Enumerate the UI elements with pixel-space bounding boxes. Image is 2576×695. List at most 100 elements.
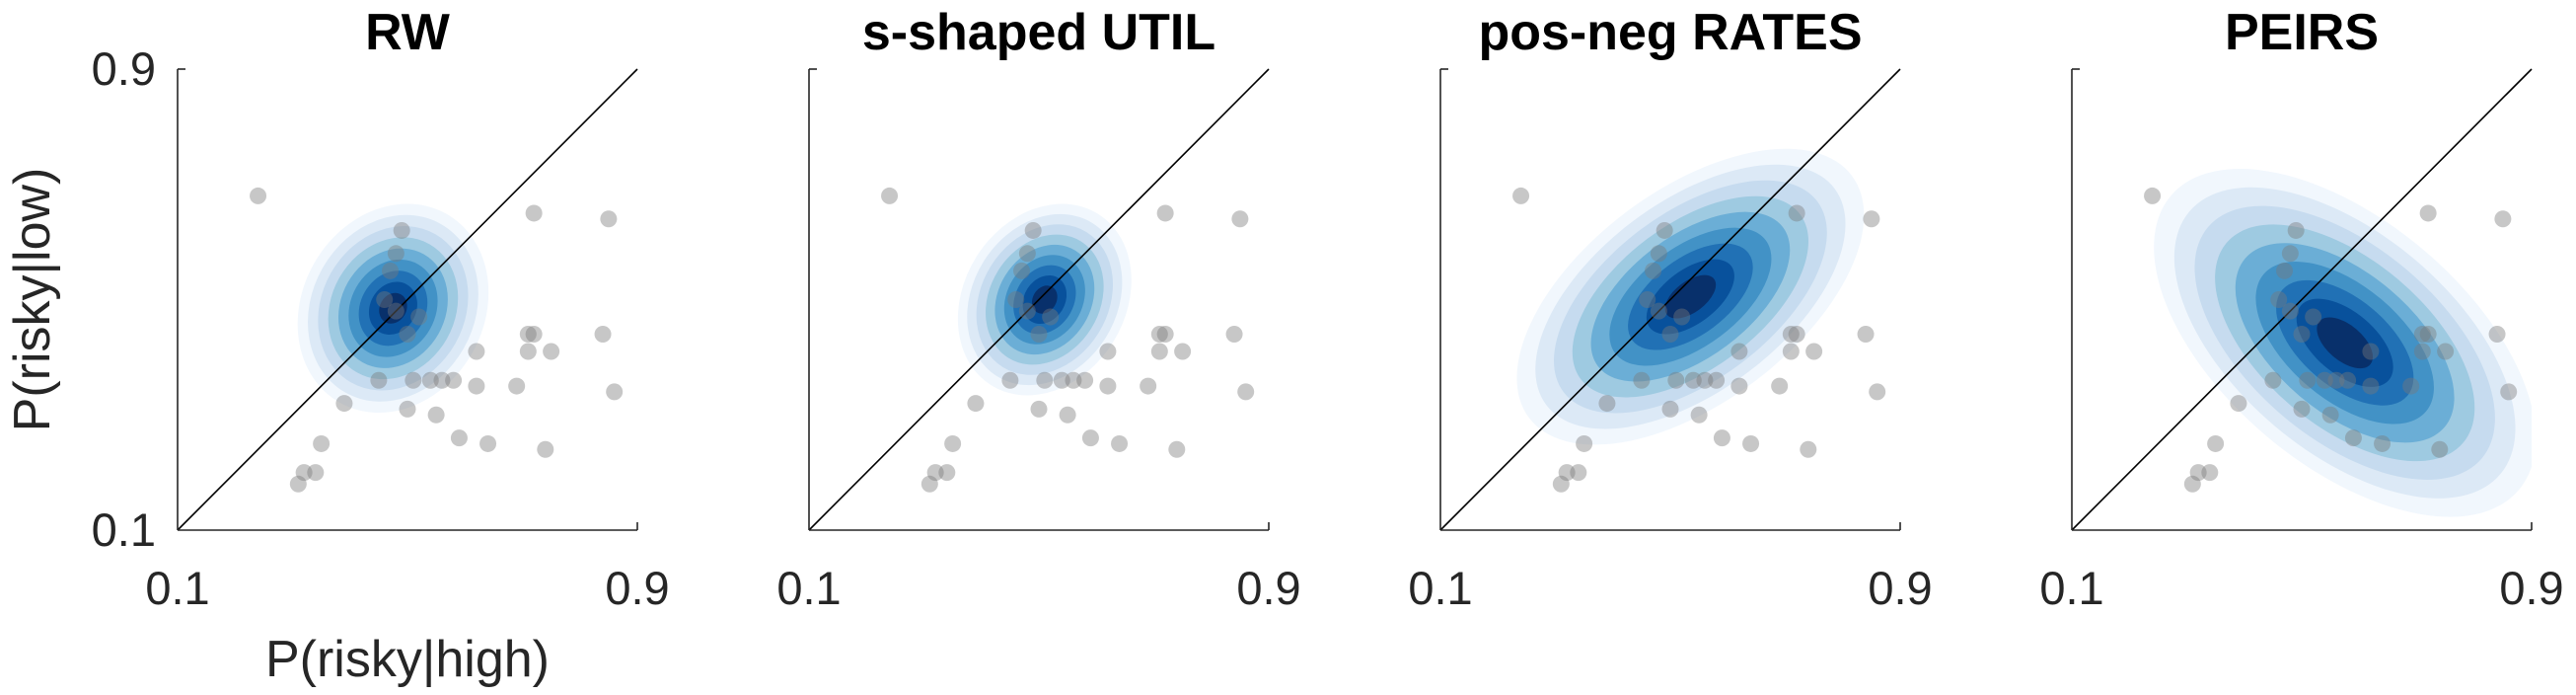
scatter-point <box>1645 262 1662 279</box>
scatter-point <box>2413 326 2431 344</box>
scatter-point <box>881 187 899 204</box>
x-tick-label: 0.1 <box>2039 562 2103 614</box>
x-axis-label: P(risky|high) <box>265 631 550 688</box>
scatter-point <box>2437 343 2455 360</box>
scatter-point <box>387 245 405 263</box>
scatter-point <box>313 434 331 452</box>
scatter-point <box>2419 326 2437 344</box>
scatter-point <box>1174 343 1192 360</box>
scatter-point <box>1013 262 1031 279</box>
scatter-point <box>376 291 394 308</box>
scatter-point <box>967 395 985 413</box>
panel-3: 0.1 0.9 pos-neg RATES <box>1408 4 1932 614</box>
scatter-point <box>1639 291 1656 308</box>
scatter-point <box>1237 383 1255 401</box>
scatter-point <box>1156 204 1174 222</box>
scatter-point <box>1730 377 1748 395</box>
scatter-point <box>2281 245 2299 263</box>
scatter-point <box>1742 434 1760 452</box>
scatter-point <box>250 187 267 204</box>
scatter-point <box>2264 371 2282 389</box>
scatter-point <box>1788 326 1805 344</box>
scatter-point <box>2281 302 2299 320</box>
scatter-point <box>410 308 428 326</box>
x-tick-label: 0.9 <box>1868 562 1932 614</box>
panel-1: 0.1 0.9 0.9 0.1 RW P(risky|high) P(risky|low) <box>4 4 670 688</box>
panel-title: pos-neg RATES <box>1478 4 1862 61</box>
scatter-point <box>1036 371 1054 389</box>
scatter-point <box>399 326 416 344</box>
scatter-point <box>2362 343 2380 360</box>
density-contours <box>957 203 1132 396</box>
scatter-point <box>1667 371 1685 389</box>
scatter-point <box>1805 343 1823 360</box>
scatter-point <box>1656 221 1673 239</box>
scatter-point <box>2201 464 2219 482</box>
scatter-point <box>1168 440 1186 458</box>
scatter-point <box>1512 187 1530 204</box>
density-level-9 <box>2317 317 2374 369</box>
scatter-point <box>1081 429 1099 447</box>
scatter-point <box>1800 440 1817 458</box>
scatter-point <box>2293 400 2311 418</box>
density-level-9 <box>1031 285 1058 314</box>
x-tick-label: 0.1 <box>776 562 841 614</box>
scatter-point <box>1053 371 1070 389</box>
scatter-point <box>594 326 612 344</box>
scatter-point <box>926 464 944 482</box>
x-tick-label: 0.9 <box>2499 562 2563 614</box>
scatter-point <box>421 371 439 389</box>
scatter-point <box>1661 326 1679 344</box>
identity-line <box>2071 68 2533 531</box>
scatter-point <box>1650 245 1667 263</box>
panel-title: RW <box>365 4 451 61</box>
scatter-point <box>1001 371 1019 389</box>
scatter-point <box>525 326 543 344</box>
scatter-point <box>2402 377 2420 395</box>
identity-line <box>1439 68 1901 531</box>
scatter-point <box>1633 371 1651 389</box>
density-contours <box>297 203 489 414</box>
scatter-point <box>2327 371 2345 389</box>
scatter-point <box>1059 406 1076 424</box>
scatter-point <box>387 302 405 320</box>
scatter-point <box>2374 434 2392 452</box>
scatter-point <box>1713 429 1730 447</box>
scatter-point <box>468 377 485 395</box>
scatter-point <box>1771 377 1789 395</box>
scatter-point <box>335 395 353 413</box>
scatter-point <box>1065 371 1082 389</box>
scatter-point <box>1869 383 1886 401</box>
scatter-point <box>1863 210 1880 228</box>
scatter-point <box>1673 308 1691 326</box>
scatter-point <box>2299 371 2317 389</box>
scatter-point <box>479 434 497 452</box>
panel-title: s-shaped UTIL <box>862 4 1215 61</box>
scatter-point <box>2230 395 2247 413</box>
scatter-point <box>1007 291 1025 308</box>
scatter-points <box>2144 187 2518 493</box>
scatter-point <box>2189 464 2207 482</box>
scatter-point <box>370 371 388 389</box>
scatter-point <box>1552 475 1570 493</box>
scatter-point <box>2344 429 2362 447</box>
scatter-point <box>1042 308 1060 326</box>
y-tick-label: 0.9 <box>92 42 156 95</box>
scatter-point <box>600 210 618 228</box>
density-level-9 <box>1664 274 1717 319</box>
scatter-point <box>1788 204 1805 222</box>
scatter-point <box>1150 326 1168 344</box>
scatter-point <box>1782 326 1800 344</box>
scatter-point <box>295 464 313 482</box>
scatter-point <box>307 464 325 482</box>
scatter-point <box>2316 371 2333 389</box>
scatter-point <box>2287 221 2305 239</box>
panel-title: PEIRS <box>2225 4 2379 61</box>
scatter-point <box>1650 302 1667 320</box>
scatter-points <box>1512 187 1886 493</box>
scatter-point <box>2339 371 2357 389</box>
density-level-9 <box>379 292 407 324</box>
scatter-point <box>519 343 537 360</box>
scatter-point <box>2321 406 2339 424</box>
